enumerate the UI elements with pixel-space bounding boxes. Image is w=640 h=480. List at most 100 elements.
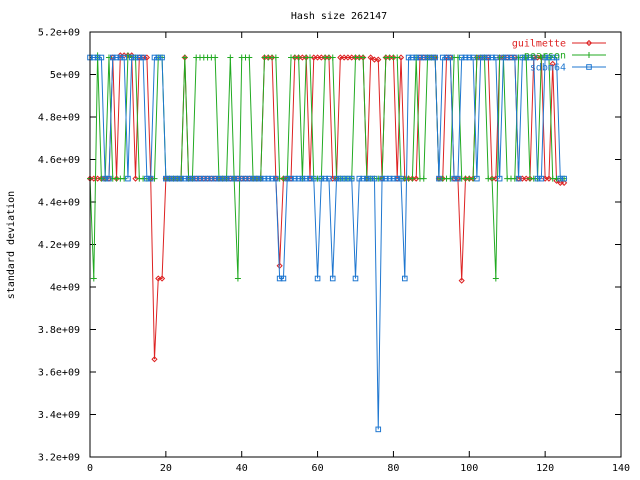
data-point-sdbm64 bbox=[303, 175, 309, 182]
data-point-sdbm64 bbox=[307, 175, 313, 182]
y-axis-label: standard deviation bbox=[6, 191, 17, 299]
data-point-sdbm64 bbox=[527, 54, 533, 61]
legend-label-pearson: pearson bbox=[524, 51, 566, 62]
data-point-sdbm64 bbox=[250, 175, 256, 182]
data-point-sdbm64 bbox=[519, 54, 526, 61]
data-point-sdbm64 bbox=[223, 175, 230, 182]
data-point-pearson bbox=[151, 175, 158, 182]
data-point-sdbm64 bbox=[515, 175, 522, 182]
y-tick-label: 3.6e+09 bbox=[38, 368, 80, 379]
data-point-sdbm64 bbox=[466, 54, 473, 61]
data-point-sdbm64 bbox=[151, 54, 158, 61]
data-point-sdbm64 bbox=[109, 54, 116, 61]
data-point-sdbm64 bbox=[197, 175, 203, 182]
data-point-sdbm64 bbox=[523, 54, 529, 61]
data-point-pearson bbox=[394, 54, 401, 61]
data-point-sdbm64 bbox=[242, 175, 249, 182]
data-point-pearson bbox=[295, 54, 302, 61]
data-point-sdbm64 bbox=[178, 175, 184, 182]
data-point-sdbm64 bbox=[257, 175, 264, 182]
data-point-guilmette bbox=[367, 54, 374, 61]
data-point-pearson bbox=[234, 275, 241, 282]
data-point-sdbm64 bbox=[390, 175, 397, 182]
data-point-sdbm64 bbox=[394, 175, 401, 182]
legend-marker-guilmette bbox=[585, 39, 593, 47]
data-point-guilmette bbox=[375, 56, 382, 63]
data-point-sdbm64 bbox=[193, 175, 199, 182]
data-point-sdbm64 bbox=[170, 175, 177, 182]
data-point-sdbm64 bbox=[383, 175, 389, 182]
data-point-sdbm64 bbox=[326, 175, 332, 182]
data-point-guilmette bbox=[458, 277, 465, 284]
x-tick-label: 120 bbox=[536, 463, 554, 474]
data-point-sdbm64 bbox=[337, 175, 344, 182]
data-point-sdbm64 bbox=[329, 275, 336, 282]
data-point-sdbm64 bbox=[273, 175, 279, 182]
data-point-sdbm64 bbox=[379, 175, 385, 182]
y-tick-label: 3.4e+09 bbox=[38, 410, 80, 421]
data-point-sdbm64 bbox=[348, 175, 355, 182]
data-point-pearson bbox=[511, 175, 518, 182]
legend-marker-pearson bbox=[586, 52, 592, 58]
data-point-sdbm64 bbox=[402, 275, 408, 282]
data-point-sdbm64 bbox=[280, 275, 287, 282]
data-point-guilmette bbox=[397, 54, 405, 61]
legend-marker-sdbm64 bbox=[586, 64, 592, 70]
data-point-pearson bbox=[212, 54, 219, 61]
data-point-sdbm64 bbox=[333, 175, 340, 182]
data-point-sdbm64 bbox=[318, 175, 325, 182]
data-point-sdbm64 bbox=[436, 175, 442, 182]
data-point-pearson bbox=[181, 54, 188, 61]
data-point-sdbm64 bbox=[561, 175, 567, 182]
data-point-pearson bbox=[489, 175, 496, 182]
y-tick-label: 3.8e+09 bbox=[38, 325, 80, 336]
data-point-sdbm64 bbox=[163, 175, 169, 182]
data-point-sdbm64 bbox=[117, 54, 124, 61]
data-point-pearson bbox=[272, 54, 279, 61]
y-tick-label: 4e+09 bbox=[50, 283, 80, 294]
data-point-sdbm64 bbox=[352, 275, 359, 282]
data-point-sdbm64 bbox=[398, 175, 404, 182]
data-point-sdbm64 bbox=[159, 54, 165, 61]
series-sdbm64 bbox=[87, 54, 567, 433]
data-point-sdbm64 bbox=[185, 175, 192, 182]
data-point-sdbm64 bbox=[534, 175, 541, 182]
data-point-sdbm64 bbox=[121, 54, 127, 61]
data-point-sdbm64 bbox=[261, 175, 268, 182]
data-point-pearson bbox=[246, 54, 253, 61]
data-point-sdbm64 bbox=[310, 175, 317, 182]
data-point-sdbm64 bbox=[345, 175, 351, 182]
data-point-sdbm64 bbox=[231, 175, 237, 182]
data-point-sdbm64 bbox=[386, 175, 393, 182]
data-point-sdbm64 bbox=[341, 175, 347, 182]
data-point-pearson bbox=[492, 275, 499, 282]
data-point-sdbm64 bbox=[102, 175, 108, 182]
data-point-pearson bbox=[306, 54, 313, 61]
x-tick-label: 60 bbox=[312, 463, 324, 474]
data-point-sdbm64 bbox=[420, 54, 427, 61]
data-point-pearson bbox=[90, 275, 97, 282]
data-point-sdbm64 bbox=[455, 175, 461, 182]
y-tick-label: 4.2e+09 bbox=[38, 240, 80, 251]
legend-label-sdbm64: sdbm64 bbox=[530, 63, 566, 74]
x-tick-label: 80 bbox=[387, 463, 399, 474]
data-point-pearson bbox=[329, 54, 336, 61]
series-layer bbox=[86, 52, 568, 433]
y-tick-label: 3.2e+09 bbox=[38, 453, 80, 464]
y-tick-label: 5e+09 bbox=[50, 70, 80, 81]
data-point-sdbm64 bbox=[530, 54, 537, 61]
data-point-sdbm64 bbox=[546, 54, 552, 61]
data-point-sdbm64 bbox=[208, 175, 215, 182]
data-point-sdbm64 bbox=[144, 175, 150, 182]
chart-title: Hash size 262147 bbox=[291, 11, 387, 22]
data-point-sdbm64 bbox=[219, 175, 226, 182]
data-point-sdbm64 bbox=[364, 175, 370, 182]
legend-label-guilmette: guilmette bbox=[512, 39, 566, 50]
data-point-sdbm64 bbox=[235, 175, 241, 182]
data-point-sdbm64 bbox=[155, 54, 162, 61]
data-point-sdbm64 bbox=[462, 54, 469, 61]
data-point-sdbm64 bbox=[204, 175, 211, 182]
data-point-sdbm64 bbox=[98, 54, 105, 61]
data-point-sdbm64 bbox=[132, 54, 139, 61]
